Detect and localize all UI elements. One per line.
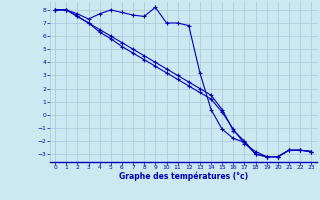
X-axis label: Graphe des températures (°c): Graphe des températures (°c) xyxy=(119,172,248,181)
